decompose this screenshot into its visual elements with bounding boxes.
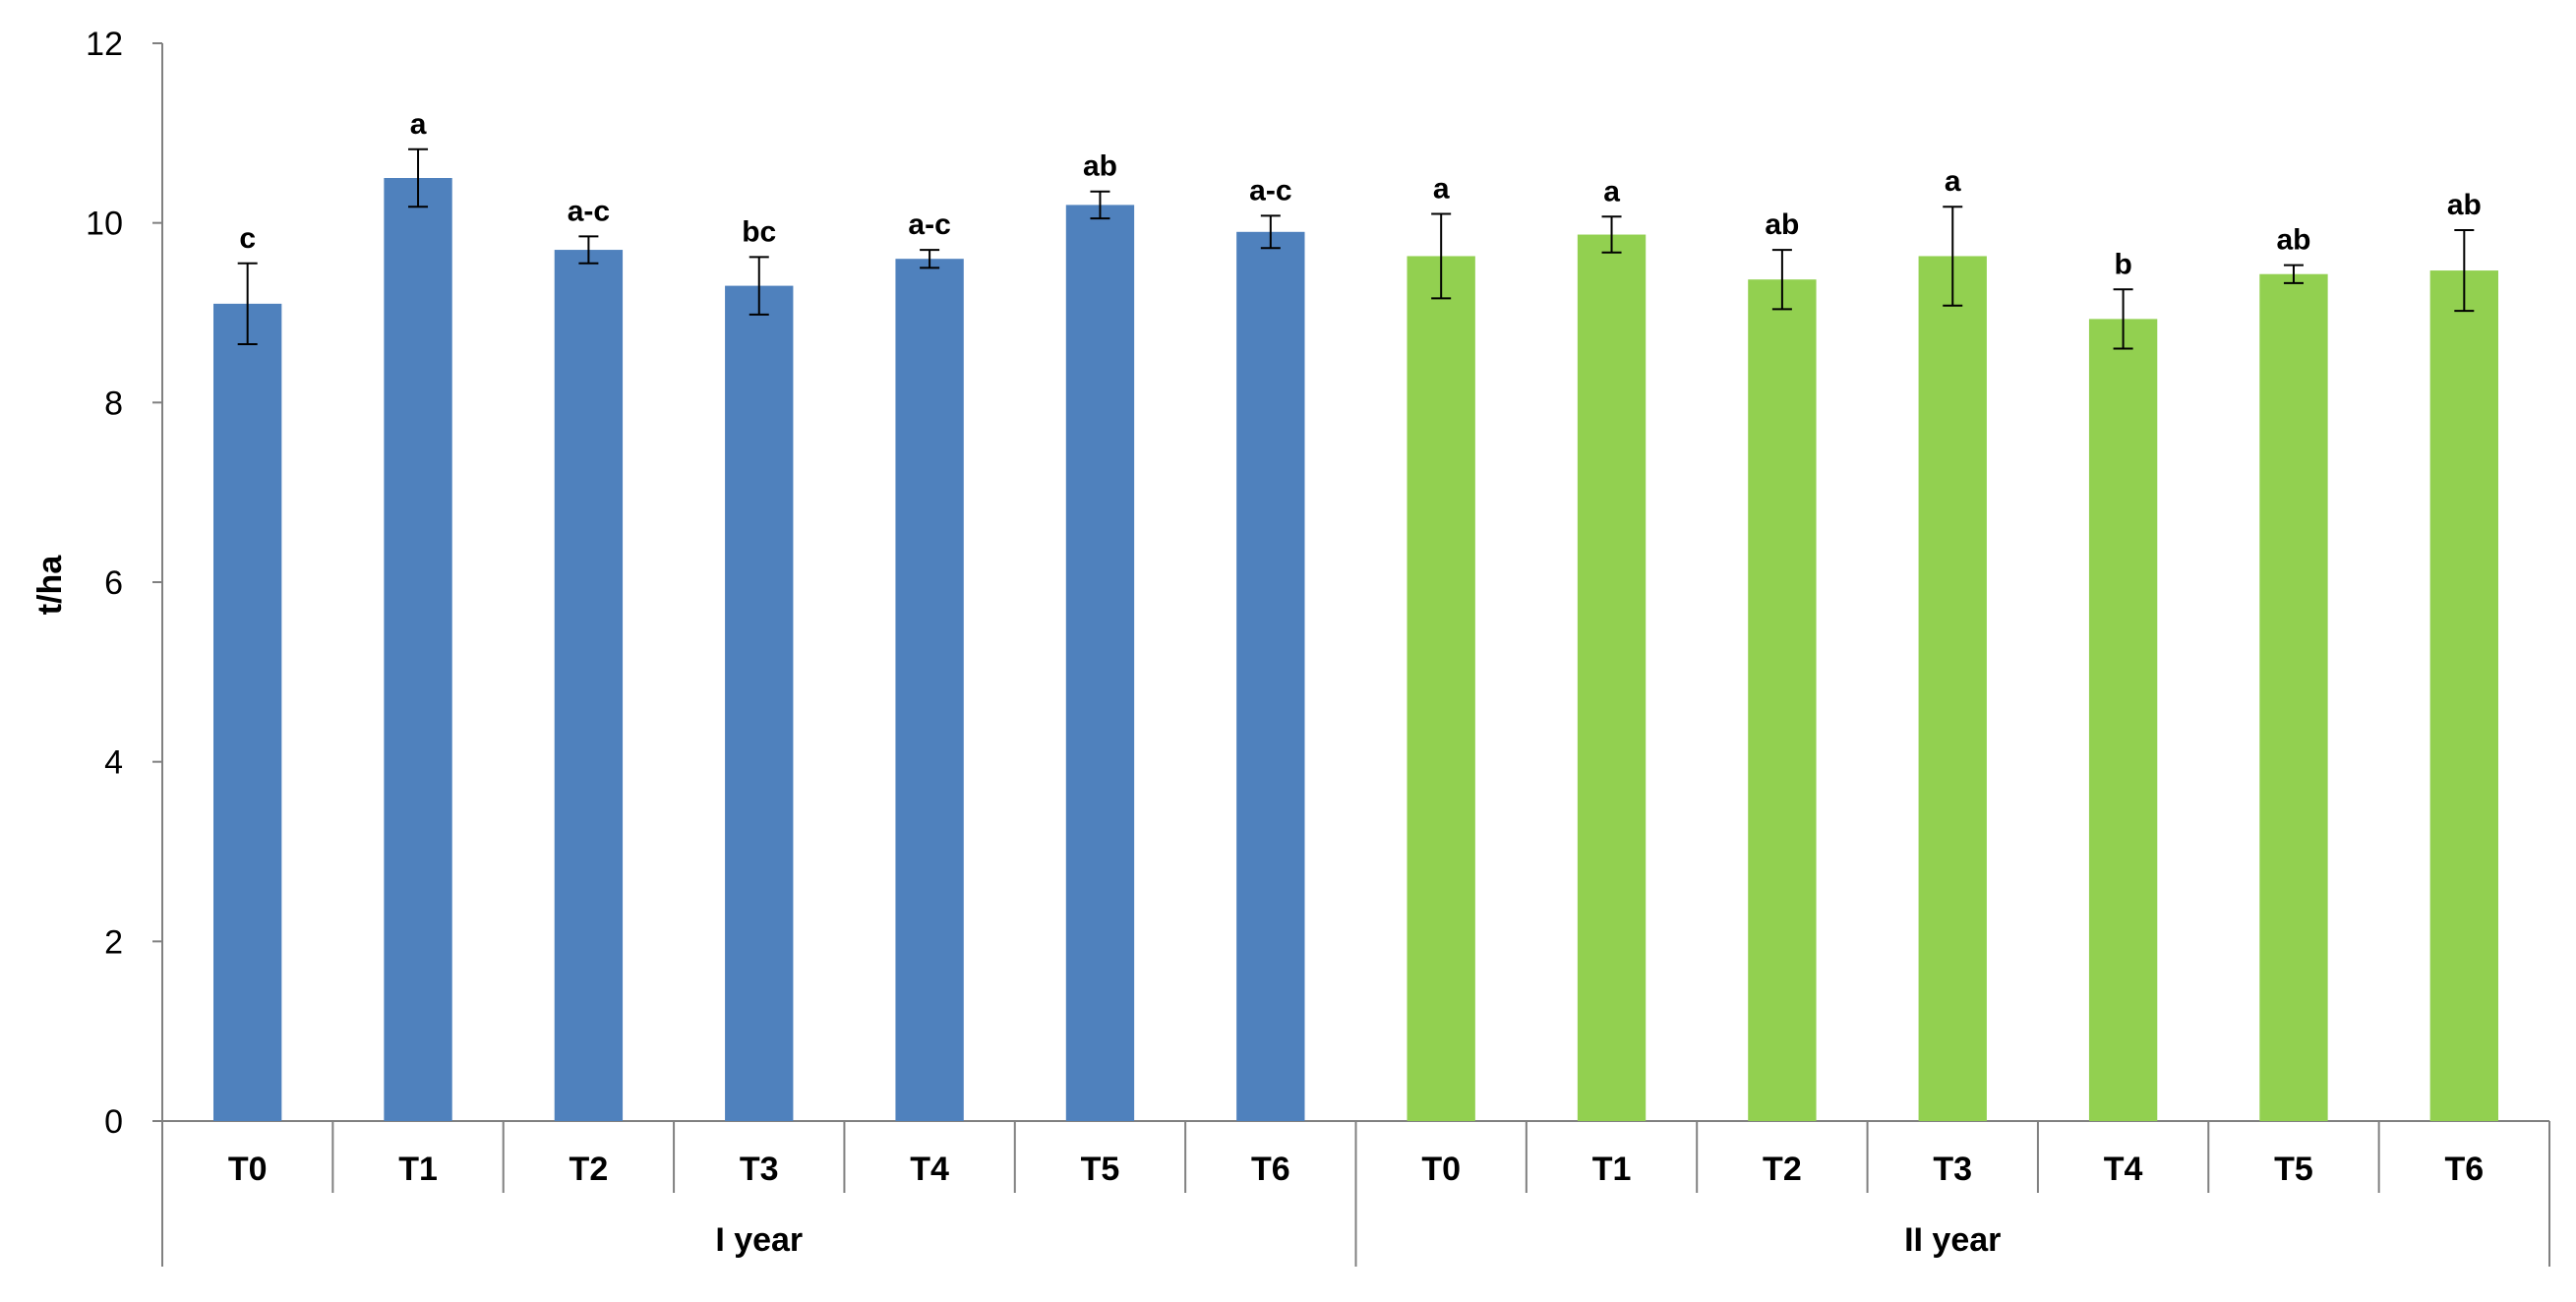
group-label: I year — [715, 1221, 803, 1259]
y-tick-label: 4 — [104, 744, 123, 782]
x-tick-label: T3 — [740, 1151, 779, 1188]
x-tick-label: T0 — [228, 1151, 268, 1188]
y-tick-label: 12 — [86, 26, 123, 63]
bar — [384, 178, 452, 1121]
bars — [213, 178, 2498, 1122]
bar — [2088, 319, 2158, 1122]
x-tick-label: T5 — [1081, 1151, 1120, 1188]
x-tick-label: T6 — [1251, 1151, 1290, 1188]
x-tick-label: T6 — [2444, 1151, 2484, 1188]
y-tick-label: 6 — [104, 564, 123, 602]
significance-label: a — [1603, 175, 1620, 207]
bar — [213, 303, 282, 1121]
significance-label: a — [1433, 173, 1450, 206]
group-label: II year — [1904, 1221, 2001, 1259]
bar — [1748, 279, 1817, 1121]
bar — [2429, 270, 2498, 1121]
significance-label: ab — [1765, 208, 1799, 241]
bar — [1236, 231, 1305, 1122]
bar — [895, 259, 964, 1121]
y-tick-label: 0 — [104, 1103, 123, 1141]
y-tick-label: 10 — [86, 206, 123, 243]
bar — [2259, 273, 2328, 1121]
bar — [1918, 256, 1987, 1122]
significance-label: ab — [2447, 189, 2482, 221]
x-tick-label: T5 — [2274, 1151, 2313, 1188]
significance-label: a-c — [1249, 174, 1291, 207]
significance-label: ab — [2276, 224, 2310, 257]
bar — [725, 285, 794, 1122]
bar — [554, 250, 624, 1122]
x-tick-label: T0 — [1421, 1151, 1461, 1188]
bar — [1407, 256, 1475, 1122]
significance-label: c — [239, 222, 256, 255]
x-tick-label: T2 — [569, 1151, 609, 1188]
x-tick-label: T4 — [910, 1151, 949, 1188]
significance-label: a-c — [568, 195, 610, 227]
x-tick-label: T2 — [1763, 1151, 1802, 1188]
y-tick-label: 8 — [104, 385, 123, 422]
axes: 0 2 4 6 8 10 12 — [86, 26, 2550, 1267]
bar — [1065, 205, 1135, 1121]
significance-label: ab — [1083, 150, 1117, 183]
x-tick-label: T3 — [1933, 1151, 1972, 1188]
error-bars — [237, 148, 2475, 350]
x-tick-label: T1 — [398, 1151, 438, 1188]
significance-label: a — [410, 108, 427, 141]
x-tick-label: T4 — [2104, 1151, 2143, 1188]
significance-label: b — [2114, 248, 2131, 280]
bar — [1577, 234, 1647, 1122]
significance-label: a — [1945, 165, 1961, 198]
significance-label: bc — [742, 215, 776, 248]
significance-label: a-c — [908, 208, 950, 241]
y-axis-label: t/ha — [31, 555, 69, 616]
y-tick-label: 2 — [104, 923, 123, 961]
x-tick-label: T1 — [1592, 1151, 1632, 1188]
